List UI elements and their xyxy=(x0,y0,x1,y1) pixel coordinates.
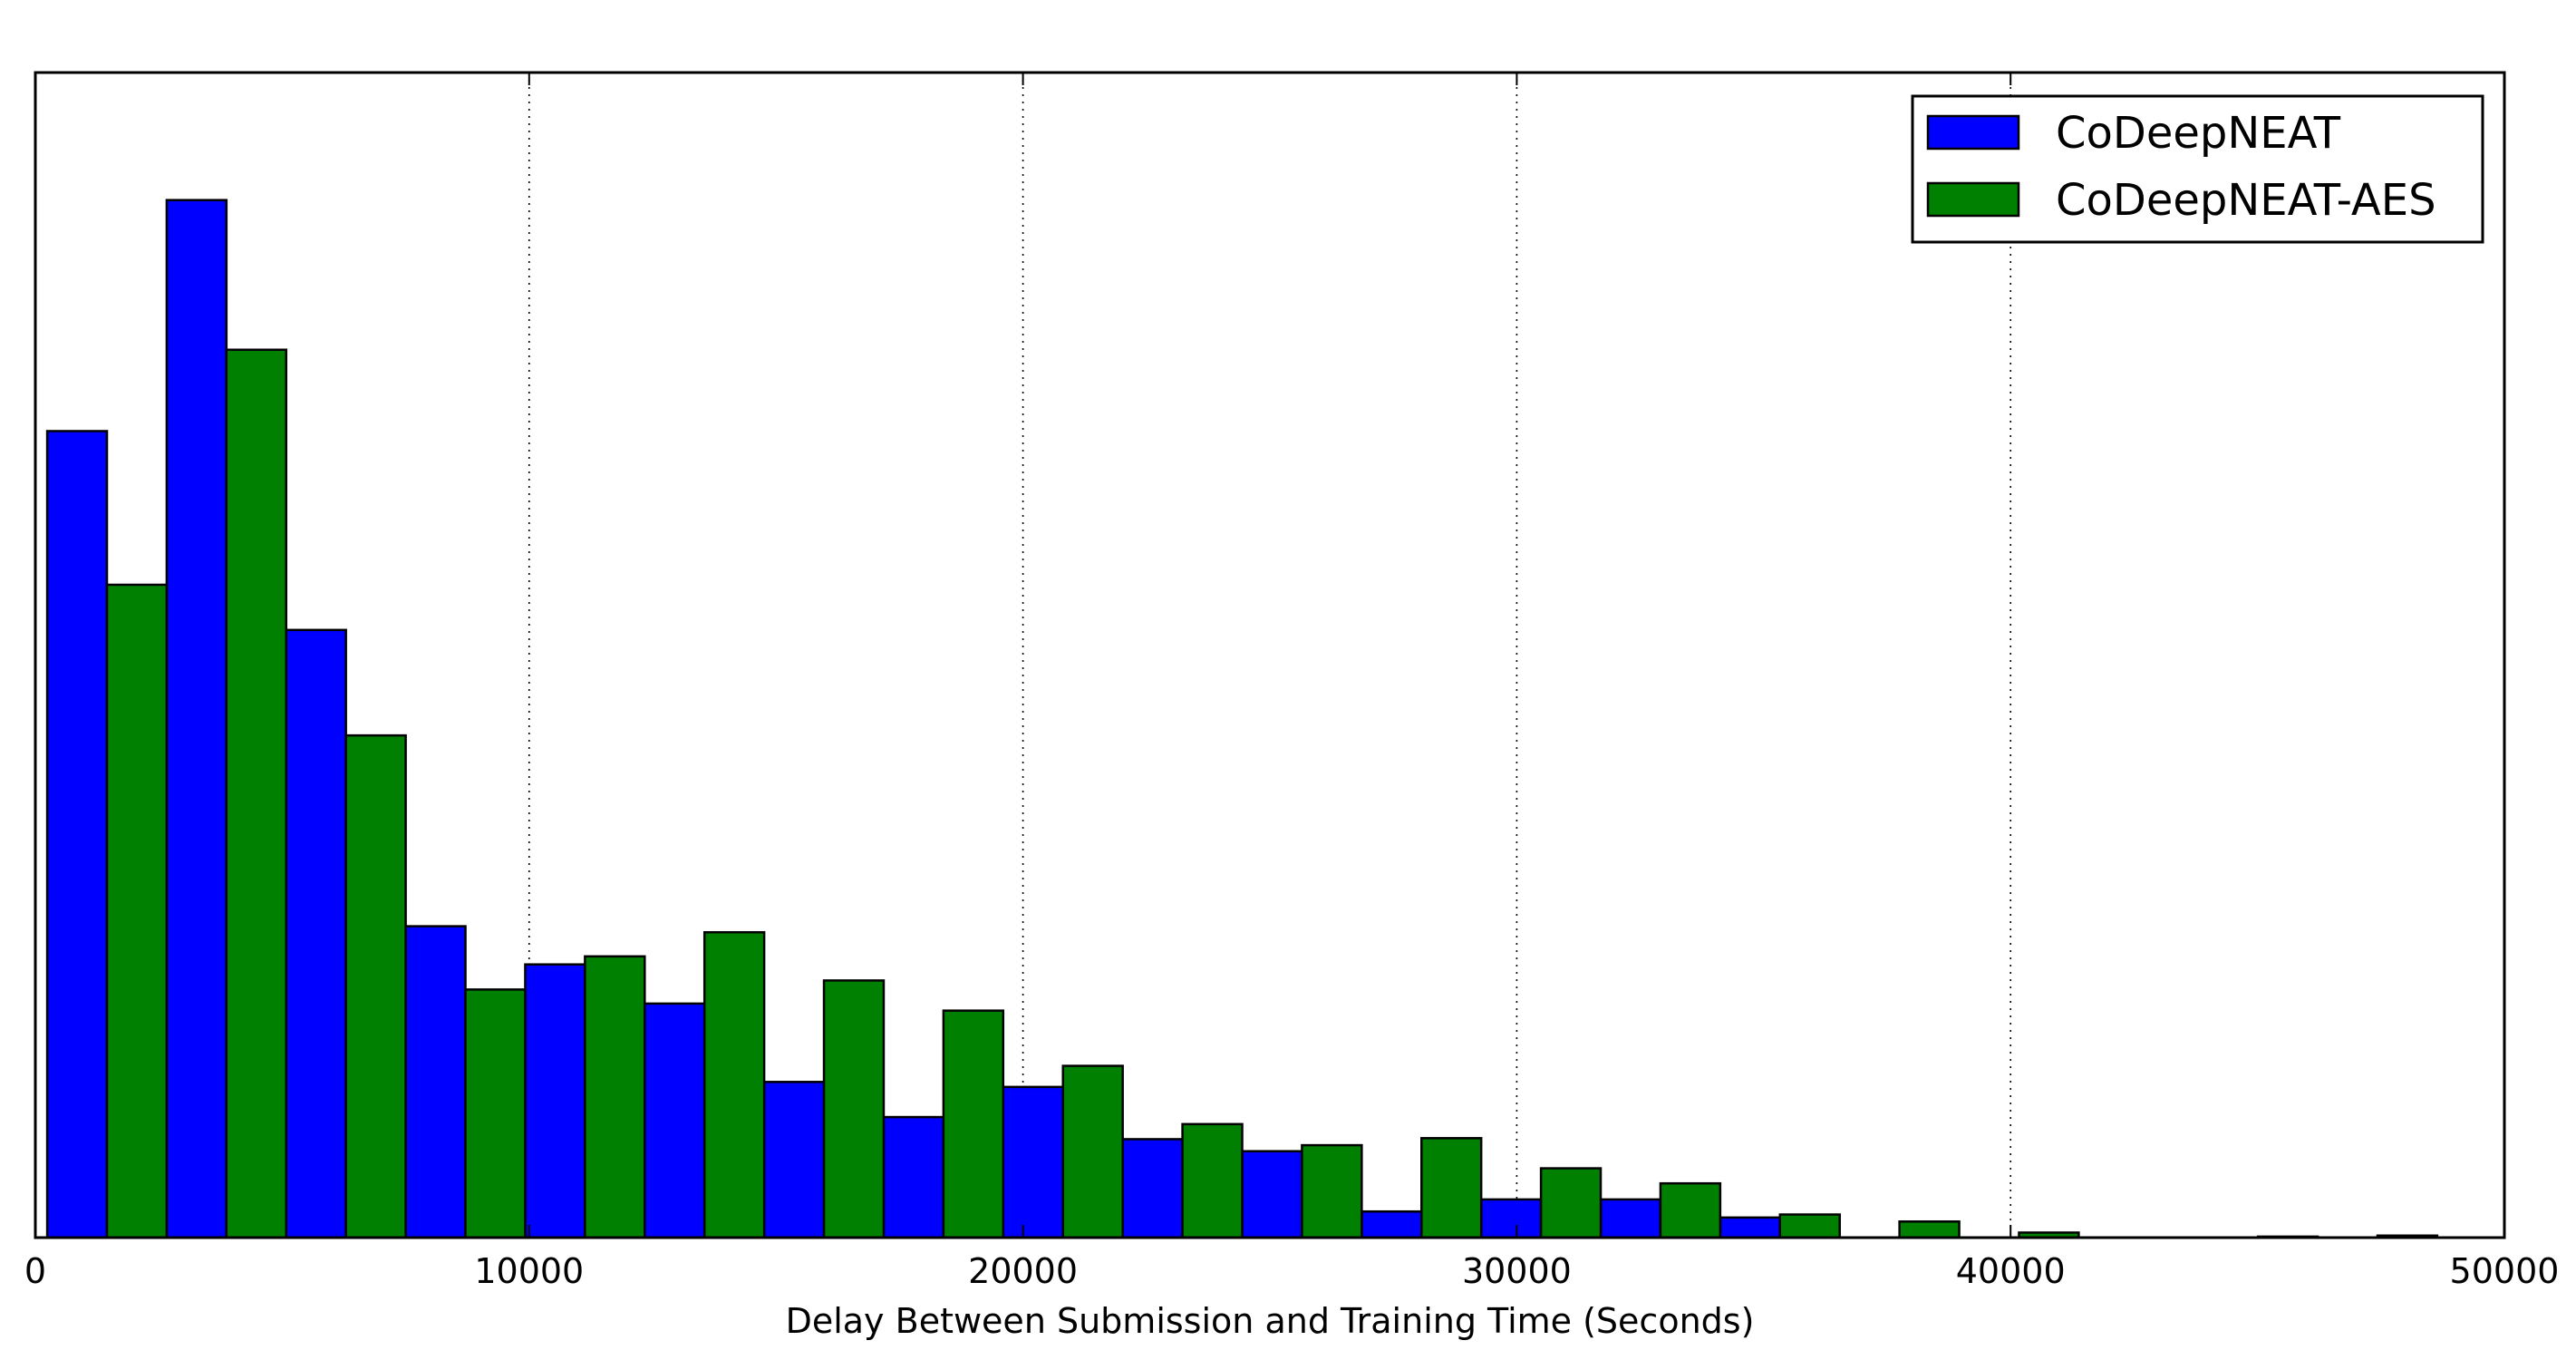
x-tick-label: 30000 xyxy=(1462,1251,1572,1291)
x-tick-label: 20000 xyxy=(968,1251,1078,1291)
bar-codeepneat-bin-13 xyxy=(1599,1198,1662,1239)
bar-codeepneat-bin-0 xyxy=(45,430,109,1239)
x-axis-label: Delay Between Submission and Training Ti… xyxy=(786,1301,1755,1341)
legend[interactable]: CoDeepNEAT CoDeepNEAT-AES xyxy=(1911,94,2484,244)
bar-codeepneat-bin-12 xyxy=(1479,1198,1543,1239)
legend-swatch-codeepneat-aes[interactable] xyxy=(1926,181,2020,218)
bar-codeepneat-bin-3 xyxy=(404,925,467,1239)
plot-frame xyxy=(34,71,2506,1239)
bar-codeepneat-aes-bin-9 xyxy=(1181,1122,1244,1239)
bar-codeepneat-aes-bin-1 xyxy=(225,348,288,1239)
bar-codeepneat-aes-bin-2 xyxy=(344,733,407,1239)
legend-label-codeepneat-aes: CoDeepNEAT-AES xyxy=(2056,175,2436,226)
x-tick-label: 40000 xyxy=(1956,1251,2066,1291)
bar-codeepneat-aes-bin-5 xyxy=(702,930,766,1239)
x-axis-ticks: 0 10000 20000 30000 40000 50000 xyxy=(24,73,2560,1291)
bar-codeepneat-aes-bin-10 xyxy=(1301,1143,1363,1239)
bar-codeepneat-bin-7 xyxy=(882,1115,945,1239)
legend-label-codeepneat: CoDeepNEAT xyxy=(2056,108,2341,159)
x-tick-label: 0 xyxy=(24,1251,46,1291)
bar-codeepneat-bin-14 xyxy=(1719,1216,1782,1239)
bar-codeepneat-aes-bin-11 xyxy=(1420,1137,1483,1239)
bar-codeepneat-aes-bin-8 xyxy=(1061,1064,1124,1239)
bar-codeepneat-bin-5 xyxy=(644,1002,706,1239)
bar-codeepneat-aes-bin-3 xyxy=(464,988,527,1239)
bar-codeepneat-bin-4 xyxy=(524,963,586,1239)
x-tick-label: 50000 xyxy=(2450,1251,2560,1291)
bar-codeepneat-aes-bin-12 xyxy=(1539,1167,1603,1239)
x-tick-label: 10000 xyxy=(474,1251,584,1291)
bar-codeepneat-aes-bin-0 xyxy=(105,583,169,1239)
bar-codeepneat-bin-8 xyxy=(1002,1085,1064,1239)
bar-codeepneat-bin-2 xyxy=(285,628,347,1239)
bar-codeepneat-aes-bin-15 xyxy=(1898,1220,1961,1239)
bar-codeepneat-bin-6 xyxy=(762,1081,826,1239)
bar-codeepneat-bin-9 xyxy=(1121,1138,1184,1239)
bar-codeepneat-aes-bin-7 xyxy=(942,1009,1005,1239)
bar-codeepneat-aes-bin-13 xyxy=(1659,1181,1722,1239)
legend-swatch-codeepneat[interactable] xyxy=(1926,114,2020,151)
bar-codeepneat-bin-10 xyxy=(1241,1150,1303,1239)
histogram-bars xyxy=(45,199,2439,1239)
bar-codeepneat-aes-bin-4 xyxy=(584,955,646,1239)
bar-codeepneat-aes-bin-6 xyxy=(822,979,886,1239)
bar-codeepneat-bin-1 xyxy=(165,199,228,1239)
bar-codeepneat-bin-11 xyxy=(1361,1209,1423,1239)
bar-codeepneat-aes-bin-14 xyxy=(1778,1213,1841,1239)
